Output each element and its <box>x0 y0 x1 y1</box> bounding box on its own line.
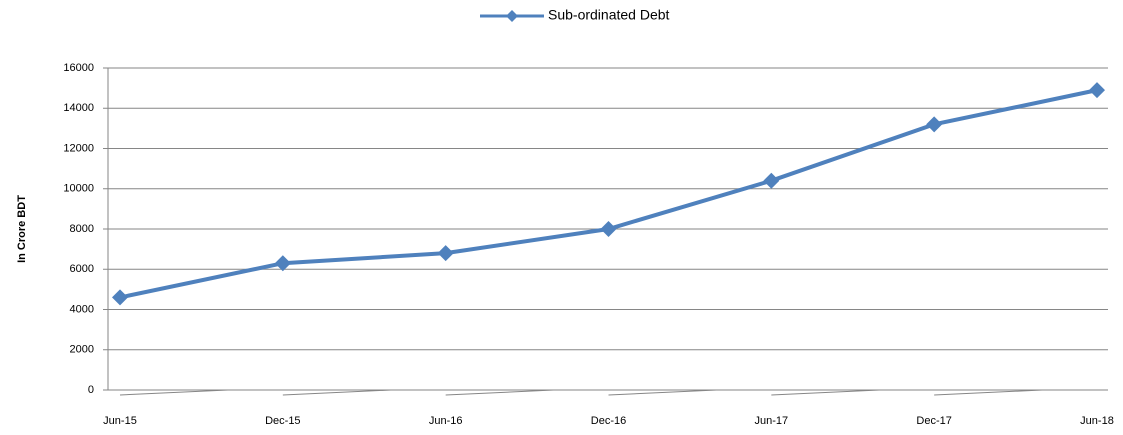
y-tick-label: 10000 <box>63 183 94 195</box>
data-point <box>926 116 943 133</box>
y-tick-label: 12000 <box>63 142 94 154</box>
y-tick-label: 0 <box>88 384 94 396</box>
y-tick-label: 6000 <box>70 263 94 275</box>
x-tick <box>282 389 391 396</box>
y-tick-label: 14000 <box>63 102 94 114</box>
legend-label: Sub-ordinated Debt <box>548 7 670 23</box>
x-tick <box>608 389 717 396</box>
x-tick <box>445 389 554 396</box>
y-tick-label: 2000 <box>70 344 94 356</box>
data-point <box>763 172 780 189</box>
data-line <box>119 88 1098 300</box>
x-tick-label: Jun-16 <box>429 415 463 427</box>
y-tick-label: 4000 <box>70 303 94 315</box>
legend-marker <box>506 10 518 22</box>
data-point <box>600 221 617 237</box>
data-point <box>274 255 291 272</box>
x-tick-label: Dec-16 <box>591 415 626 427</box>
x-tick-label: Jun-17 <box>755 415 789 427</box>
data-point <box>1089 82 1105 99</box>
x-tick <box>771 389 880 396</box>
y-tick-label: 16000 <box>63 62 94 74</box>
x-tick <box>934 389 1043 396</box>
y-tick-label: 8000 <box>70 223 94 235</box>
x-tick-label: Dec-15 <box>265 415 300 427</box>
x-tick-label: Jun-18 <box>1080 415 1114 427</box>
data-point <box>112 289 128 306</box>
x-tick <box>119 389 229 396</box>
x-tick-label: Jun-15 <box>103 415 137 427</box>
x-tick-label: Dec-17 <box>916 415 951 427</box>
y-axis-label: In Crore BDT <box>16 195 28 263</box>
data-point <box>437 245 454 262</box>
